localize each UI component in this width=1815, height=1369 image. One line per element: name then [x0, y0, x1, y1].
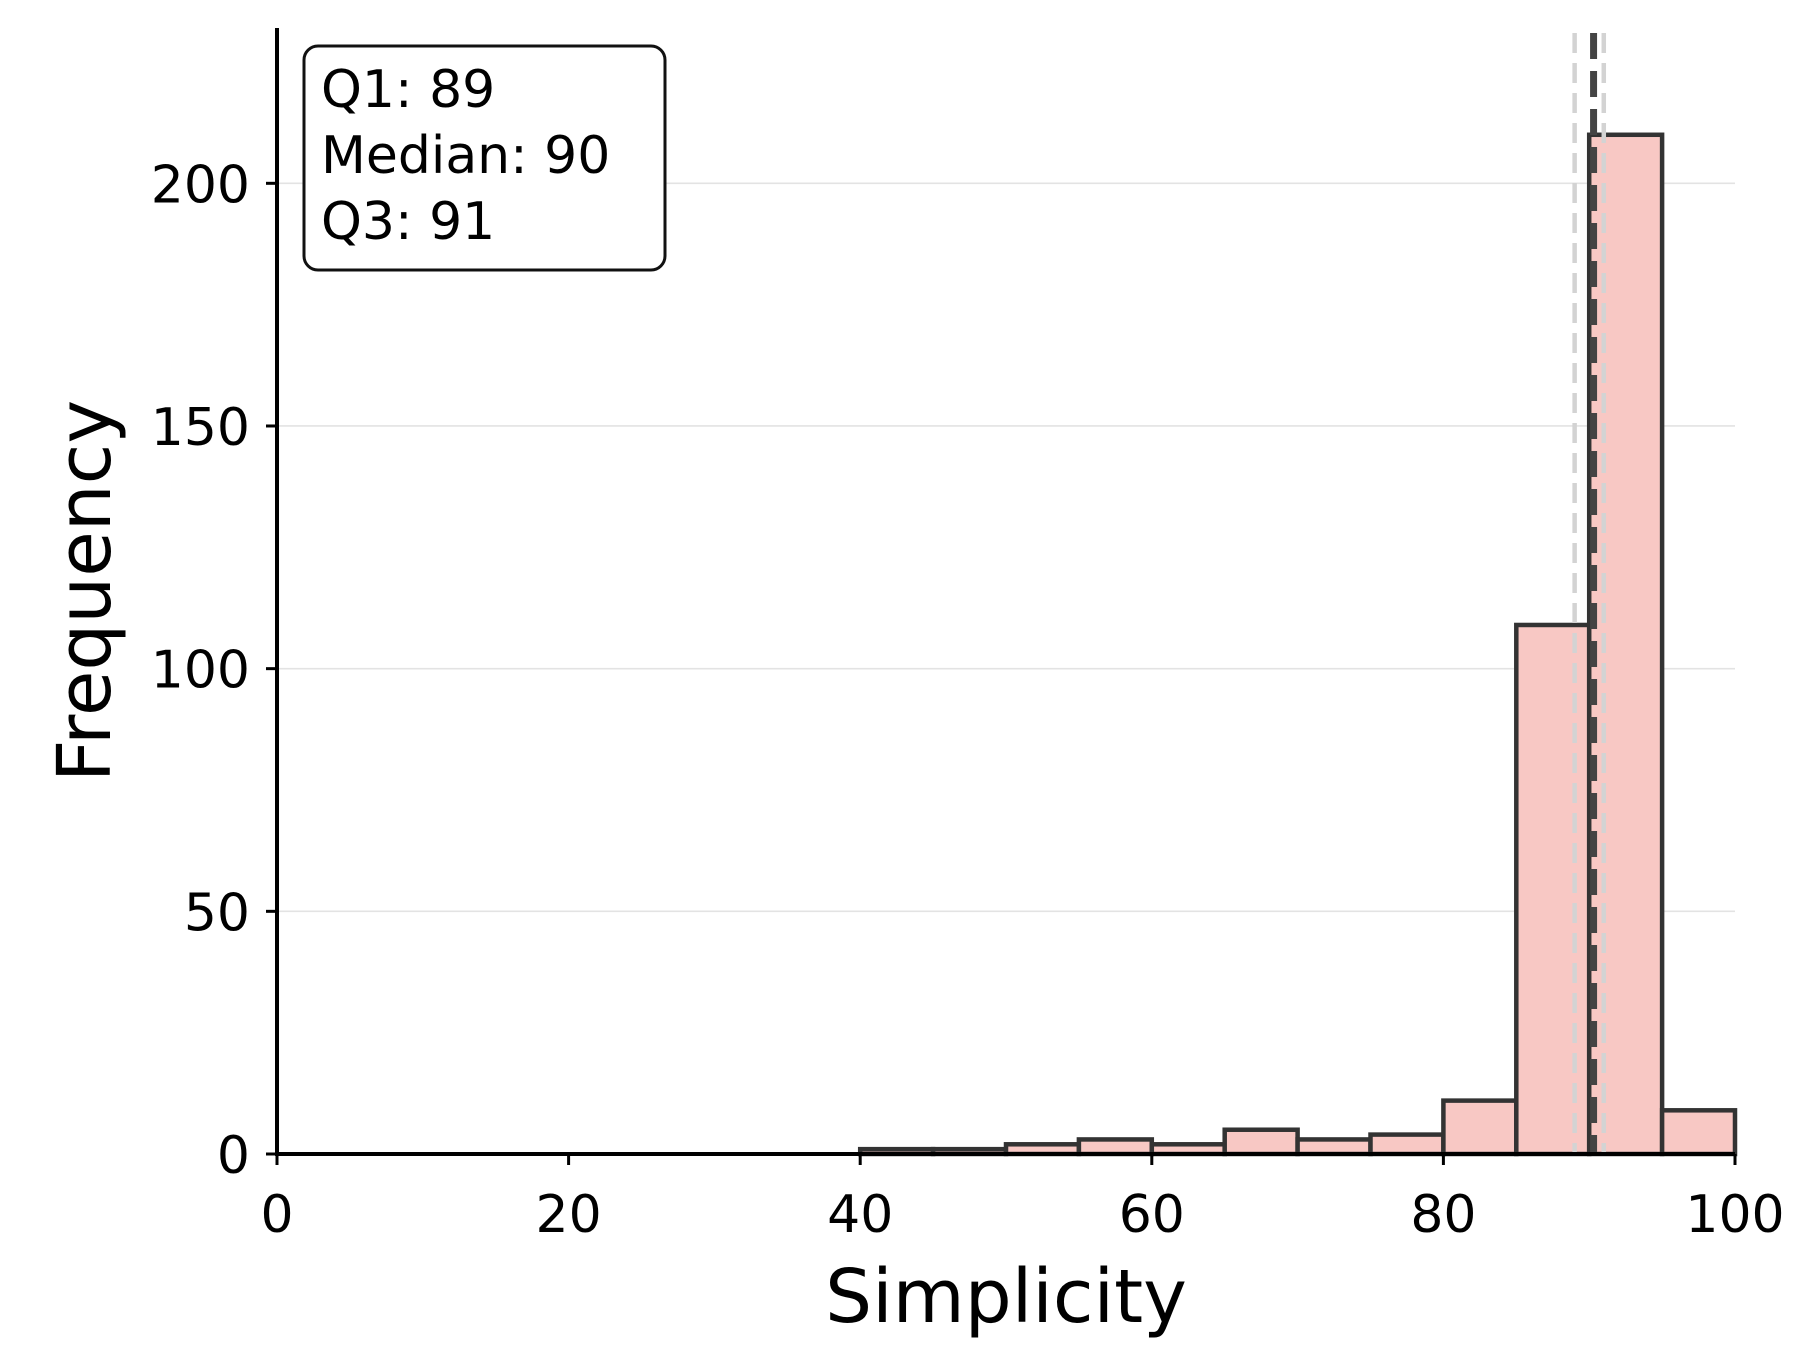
y-tick-label-0: 0: [217, 1126, 250, 1186]
x-tick-label-60: 60: [1119, 1185, 1185, 1245]
tick-labels: 0 20 40 60 80 100 0 50 100 150 200: [151, 155, 1785, 1245]
y-tick-label-150: 150: [151, 398, 250, 458]
y-tick-label-200: 200: [151, 155, 250, 215]
stats-q3-text: Q3: 91: [321, 192, 495, 252]
x-axis-title: Simplicity: [825, 1254, 1187, 1340]
reference-lines: [1572, 33, 1607, 1154]
x-tick-label-20: 20: [536, 1185, 602, 1245]
histogram-bar-85-90: [1514, 622, 1592, 1157]
histogram-bar-75-80: [1368, 1132, 1446, 1157]
histogram-bars: [857, 132, 1738, 1157]
x-tick-label-0: 0: [260, 1185, 293, 1245]
axes: [266, 28, 1737, 1165]
histogram-bar-70-75: [1295, 1137, 1373, 1157]
histogram-bar-80-85: [1441, 1098, 1519, 1157]
x-tick-label-40: 40: [827, 1185, 893, 1245]
y-tick-label-100: 100: [151, 641, 250, 701]
stats-box-frame: [302, 44, 667, 272]
x-tick-label-100: 100: [1685, 1185, 1784, 1245]
y-tick-label-50: 50: [184, 883, 250, 943]
stats-box: Q1: 89 Median: 90 Q3: 91: [302, 44, 667, 272]
stats-median-text: Median: 90: [321, 126, 610, 186]
histogram-bar-90-95: [1586, 132, 1665, 1157]
histogram-bar-95-100: [1659, 1108, 1738, 1157]
stats-q1-text: Q1: 89: [321, 60, 495, 120]
histogram-bar-65-70: [1222, 1127, 1300, 1157]
x-tick-label-80: 80: [1410, 1185, 1476, 1245]
histogram-bar-55-60: [1076, 1137, 1155, 1157]
y-axis-title: Frequency: [42, 400, 128, 782]
